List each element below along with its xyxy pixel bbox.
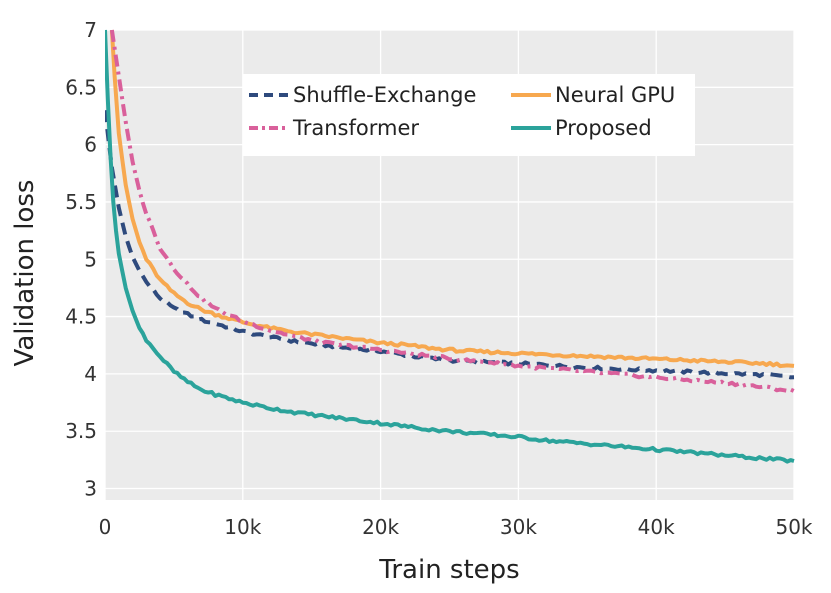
x-tick-label: 20k (362, 515, 399, 539)
y-tick-label: 4 (84, 362, 97, 386)
y-tick-label: 3.5 (65, 419, 97, 443)
x-tick-label: 0 (99, 515, 112, 539)
y-tick-label: 4.5 (65, 305, 97, 329)
y-tick-label: 6.5 (65, 75, 97, 99)
x-tick-label: 10k (224, 515, 261, 539)
y-tick-label: 6 (84, 133, 97, 157)
y-tick-label: 7 (84, 18, 97, 42)
x-tick-label: 40k (638, 515, 675, 539)
y-tick-label: 5.5 (65, 190, 97, 214)
series-line-proposed (105, 29, 795, 464)
x-tick-label: 50k (775, 515, 812, 539)
legend: Shuffle-Exchange Neural GPU Transformer Pro… (243, 74, 695, 156)
legend-label: Shuffle-Exchange (293, 83, 476, 107)
legend-label: Proposed (555, 116, 652, 140)
axis-ticks: 3 3.5 4 4.5 5 5.5 6 6.5 7 0 10k 20k 30k 40k 50k (65, 18, 813, 539)
legend-label: Transformer (292, 116, 419, 140)
series-lines (105, 29, 795, 464)
series-line-neural-gpu (109, 29, 795, 369)
y-axis-title: Validation loss (10, 180, 40, 367)
legend-label: Neural GPU (555, 83, 675, 107)
y-tick-label: 3 (84, 477, 97, 501)
legend-box (243, 74, 695, 156)
x-tick-label: 30k (500, 515, 537, 539)
y-tick-label: 5 (84, 247, 97, 271)
x-axis-title: Train steps (378, 555, 519, 585)
